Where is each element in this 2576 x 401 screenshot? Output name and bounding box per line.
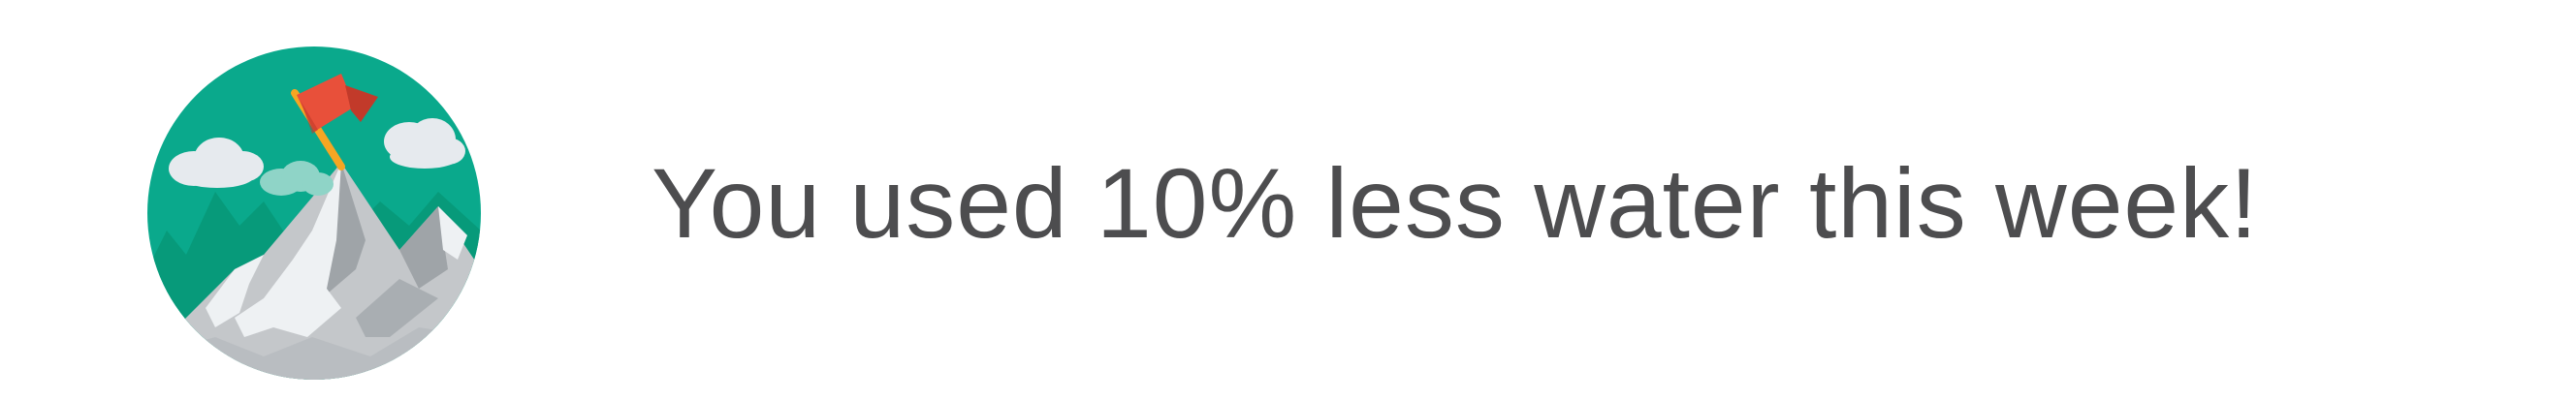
achievement-message: You used 10% less water this week!: [652, 148, 2259, 259]
flag: [297, 74, 355, 132]
mountain-summit-flag-icon: [147, 46, 481, 380]
snow: [235, 163, 341, 337]
clouds: [169, 118, 465, 188]
